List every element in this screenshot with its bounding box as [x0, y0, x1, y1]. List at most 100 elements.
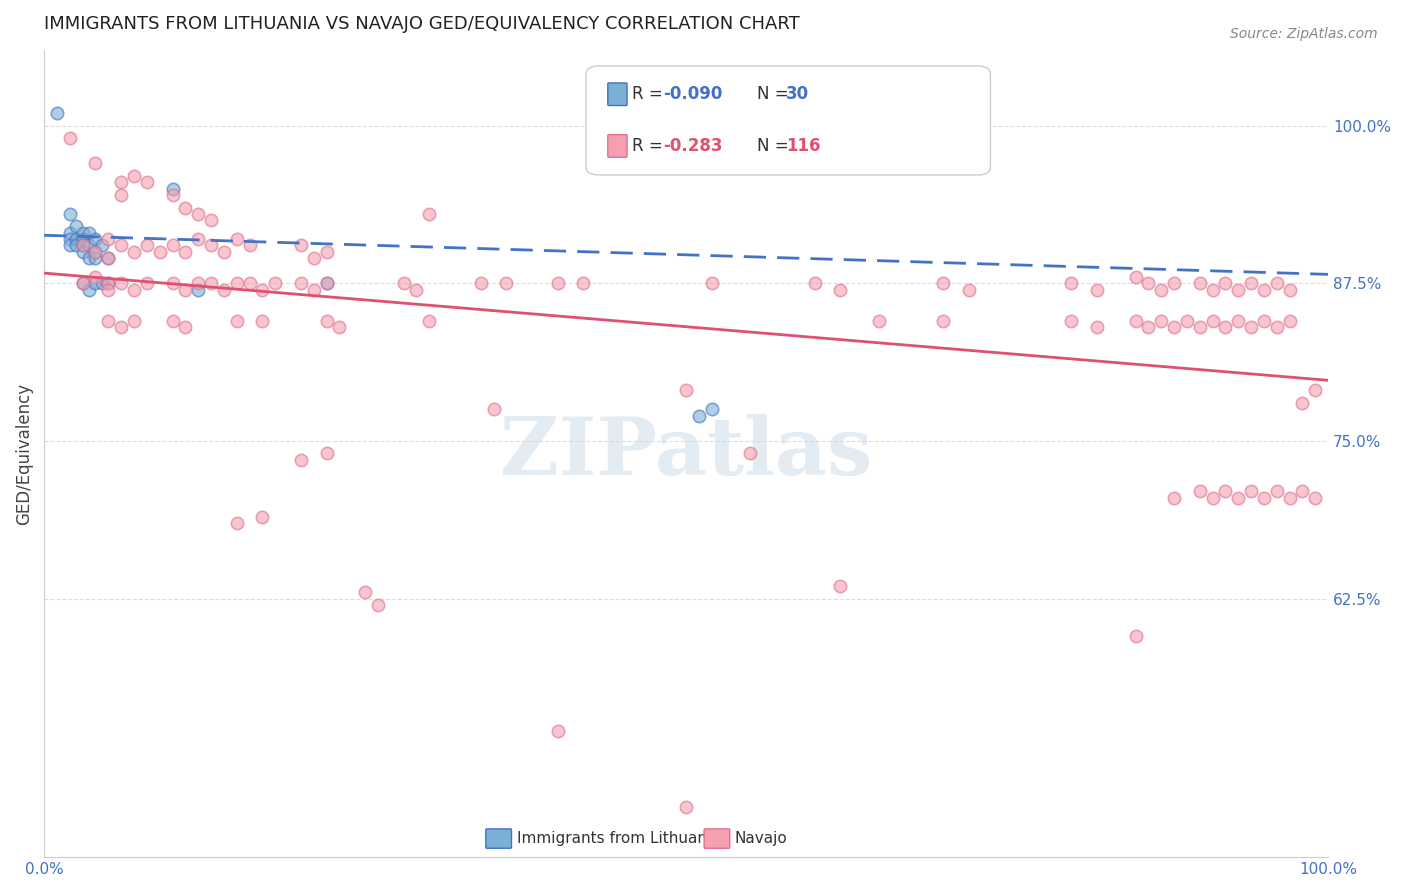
Point	[1188, 276, 1211, 290]
Point	[1125, 314, 1147, 328]
Point	[1060, 276, 1083, 290]
Point	[1125, 629, 1147, 643]
Point	[122, 169, 145, 183]
Point	[72, 244, 94, 259]
Point	[830, 112, 852, 127]
Point	[1163, 491, 1185, 505]
Text: 116: 116	[786, 136, 821, 155]
Point	[135, 276, 157, 290]
Point	[1201, 283, 1223, 297]
Point	[868, 314, 890, 328]
Point	[1253, 283, 1275, 297]
Point	[225, 314, 247, 328]
Point	[252, 314, 274, 328]
Point	[212, 283, 235, 297]
Point	[72, 226, 94, 240]
Point	[59, 207, 82, 221]
Point	[418, 314, 440, 328]
Point	[1240, 484, 1263, 499]
FancyBboxPatch shape	[704, 829, 730, 848]
Point	[77, 283, 100, 297]
Point	[59, 131, 82, 145]
Point	[84, 232, 107, 246]
Point	[1240, 276, 1263, 290]
Point	[1240, 320, 1263, 334]
Point	[315, 244, 337, 259]
Point	[1278, 283, 1301, 297]
Text: IMMIGRANTS FROM LITHUANIA VS NAVAJO GED/EQUIVALENCY CORRELATION CHART: IMMIGRANTS FROM LITHUANIA VS NAVAJO GED/…	[44, 15, 800, 33]
Text: Source: ZipAtlas.com: Source: ZipAtlas.com	[1230, 27, 1378, 41]
Point	[1215, 484, 1237, 499]
Point	[200, 213, 222, 227]
Point	[187, 276, 209, 290]
Text: R =: R =	[633, 136, 668, 155]
Point	[675, 799, 697, 814]
Point	[1278, 314, 1301, 328]
Point	[97, 283, 120, 297]
Point	[1265, 276, 1288, 290]
Point	[1163, 276, 1185, 290]
Point	[110, 175, 132, 189]
Point	[72, 276, 94, 290]
Point	[1278, 491, 1301, 505]
Point	[957, 137, 980, 152]
Point	[72, 238, 94, 252]
Point	[547, 724, 569, 739]
Point	[264, 276, 287, 290]
Point	[470, 276, 492, 290]
Point	[495, 276, 517, 290]
FancyBboxPatch shape	[486, 829, 512, 848]
Point	[1265, 484, 1288, 499]
Point	[1215, 276, 1237, 290]
Text: ZIPatlas: ZIPatlas	[501, 415, 872, 492]
Point	[187, 207, 209, 221]
Text: N =: N =	[756, 136, 793, 155]
Point	[1085, 320, 1108, 334]
Point	[405, 283, 427, 297]
Point	[77, 226, 100, 240]
Point	[1150, 283, 1173, 297]
Point	[328, 320, 350, 334]
Point	[830, 579, 852, 593]
Point	[65, 232, 87, 246]
Point	[149, 244, 172, 259]
Point	[110, 187, 132, 202]
Point	[1188, 484, 1211, 499]
Point	[1227, 491, 1250, 505]
Point	[1265, 320, 1288, 334]
Point	[252, 509, 274, 524]
Y-axis label: GED/Equivalency: GED/Equivalency	[15, 383, 32, 524]
Point	[122, 314, 145, 328]
Point	[957, 283, 980, 297]
Text: -0.283: -0.283	[664, 136, 723, 155]
FancyBboxPatch shape	[607, 135, 627, 157]
Point	[162, 276, 184, 290]
Text: Navajo: Navajo	[735, 831, 787, 847]
Point	[688, 409, 710, 423]
Point	[90, 276, 112, 290]
Text: Immigrants from Lithuania: Immigrants from Lithuania	[516, 831, 720, 847]
Point	[418, 207, 440, 221]
Point	[290, 276, 312, 290]
Point	[84, 244, 107, 259]
Point	[135, 175, 157, 189]
Point	[162, 238, 184, 252]
Point	[97, 251, 120, 265]
Point	[302, 251, 325, 265]
FancyBboxPatch shape	[607, 83, 627, 105]
Point	[212, 244, 235, 259]
Point	[97, 276, 120, 290]
Point	[302, 283, 325, 297]
Point	[1085, 283, 1108, 297]
Point	[252, 283, 274, 297]
Point	[315, 314, 337, 328]
Point	[174, 201, 197, 215]
Point	[354, 585, 377, 599]
Point	[392, 276, 415, 290]
Point	[97, 232, 120, 246]
Point	[84, 156, 107, 170]
Point	[932, 314, 955, 328]
Point	[84, 276, 107, 290]
Point	[1150, 314, 1173, 328]
Point	[84, 269, 107, 284]
